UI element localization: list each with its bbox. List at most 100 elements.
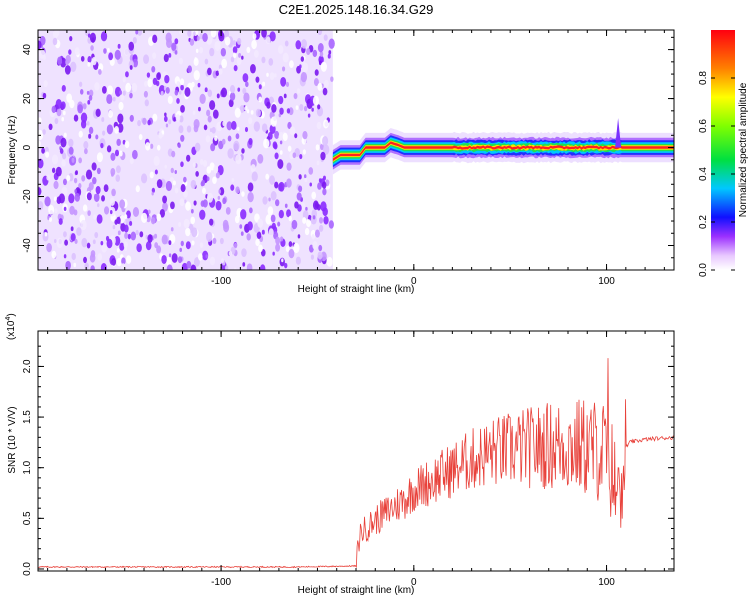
noise-speckle	[229, 92, 236, 101]
noise-speckle	[167, 95, 173, 105]
ridge-band	[332, 141, 674, 161]
noise-speckle	[42, 129, 46, 135]
noise-speckle	[124, 48, 129, 56]
noise-speckle	[226, 121, 233, 131]
noise-speckle	[88, 182, 94, 191]
noise-speckle	[270, 214, 276, 223]
noise-speckle	[244, 106, 248, 111]
colorbar-tick-label: 0.4	[698, 167, 709, 181]
noise-speckle	[249, 207, 253, 214]
noise-speckle	[322, 175, 326, 181]
noise-speckle	[292, 152, 297, 159]
noise-speckle	[68, 146, 74, 155]
noise-speckle	[51, 167, 56, 174]
spectrogram-panel: -100 0 100 -40 -20 0 20 40 Height of straight l…	[7, 29, 675, 295]
noise-speckle	[112, 96, 116, 102]
noise-speckle	[116, 138, 121, 147]
noise-speckle	[180, 84, 184, 91]
noise-speckle	[230, 184, 235, 191]
colorbar-tick-label: 0.0	[698, 263, 709, 277]
noise-speckle	[81, 175, 86, 182]
noise-speckle	[268, 58, 274, 66]
noise-speckle	[192, 110, 196, 115]
noise-speckle	[218, 68, 223, 75]
noise-speckle	[114, 86, 122, 97]
noise-speckle	[289, 60, 294, 68]
noise-speckle	[300, 71, 308, 83]
noise-speckle	[272, 251, 275, 256]
noise-speckle	[286, 178, 292, 188]
noise-speckle	[95, 134, 99, 140]
noise-speckle	[86, 121, 90, 126]
noise-speckle	[224, 36, 231, 46]
noise-speckle	[101, 243, 107, 253]
noise-speckle	[317, 251, 323, 260]
noise-speckle	[88, 126, 94, 135]
noise-speckle	[261, 98, 265, 104]
noise-speckle	[141, 173, 148, 184]
noise-speckle	[129, 65, 133, 70]
noise-speckle	[220, 47, 226, 57]
noise-speckle	[168, 253, 172, 258]
spectrogram-y-tick-label: -40	[22, 238, 33, 253]
noise-speckle	[87, 61, 91, 67]
noise-speckle	[55, 166, 62, 177]
noise-speckle	[92, 239, 96, 245]
noise-speckle	[103, 48, 107, 54]
noise-speckle	[240, 231, 244, 236]
noise-speckle	[80, 112, 88, 123]
noise-speckle	[299, 153, 303, 160]
snr-y-tick-label: 0.0	[22, 562, 33, 576]
noise-speckle	[74, 189, 77, 194]
noise-speckle	[94, 82, 100, 91]
noise-speckle	[178, 57, 183, 65]
noise-speckle	[260, 264, 266, 270]
noise-speckle	[242, 73, 249, 83]
noise-speckle	[147, 234, 153, 243]
noise-speckle	[168, 53, 172, 58]
noise-speckle	[298, 185, 303, 193]
noise-speckle	[304, 177, 308, 183]
noise-speckle	[177, 256, 183, 264]
noise-speckle	[242, 262, 246, 267]
noise-speckle	[300, 202, 306, 210]
noise-speckle	[107, 85, 114, 95]
noise-speckle	[241, 148, 245, 154]
noise-speckle	[114, 126, 119, 134]
noise-speckle	[114, 49, 121, 60]
noise-speckle	[116, 257, 122, 267]
noise-speckle	[91, 162, 97, 171]
noise-speckle	[284, 40, 289, 47]
noise-speckle	[129, 92, 133, 99]
noise-speckle	[199, 159, 204, 165]
noise-speckle	[233, 64, 238, 72]
noise-speckle	[174, 89, 179, 96]
noise-speckle	[279, 140, 283, 145]
noise-speckle	[80, 219, 87, 231]
noise-speckle	[192, 162, 196, 168]
noise-speckle	[180, 161, 184, 168]
noise-speckle	[234, 215, 240, 224]
noise-speckle	[215, 200, 222, 211]
noise-speckle	[179, 247, 183, 253]
noise-speckle	[321, 181, 327, 189]
noise-speckle	[265, 173, 270, 180]
noise-speckle	[297, 234, 301, 239]
noise-speckle	[299, 103, 304, 111]
noise-speckle	[225, 207, 231, 215]
noise-speckle	[147, 78, 153, 88]
noise-speckle	[91, 56, 97, 66]
noise-speckle	[108, 52, 114, 61]
snr-y-multiplier: (x104)	[5, 313, 17, 340]
noise-speckle	[74, 238, 78, 245]
noise-speckle	[312, 200, 319, 210]
noise-speckle	[204, 58, 209, 65]
noise-speckle	[89, 253, 96, 263]
noise-speckle	[104, 206, 110, 215]
noise-speckle	[106, 145, 112, 153]
noise-speckle	[280, 76, 287, 87]
noise-speckle	[78, 157, 82, 164]
noise-speckle	[108, 110, 113, 118]
noise-speckle	[295, 40, 302, 50]
noise-speckle	[268, 228, 274, 237]
